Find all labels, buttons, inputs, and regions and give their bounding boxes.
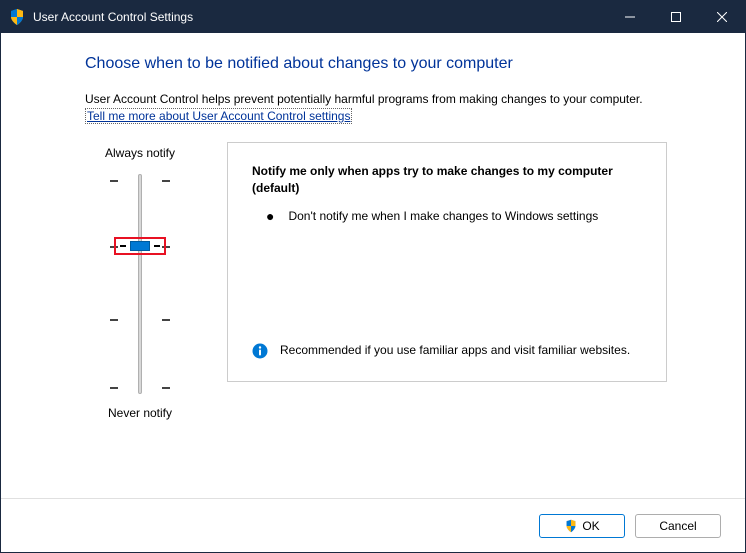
shield-icon [564, 519, 578, 533]
slider-track [138, 174, 142, 394]
page-heading: Choose when to be notified about changes… [85, 55, 705, 73]
uac-settings-window: User Account Control Settings Choose whe… [0, 0, 746, 553]
close-button[interactable] [699, 1, 745, 33]
footer: OK Cancel [1, 498, 745, 552]
content-area: Choose when to be notified about changes… [1, 33, 745, 498]
slider-label-always: Always notify [105, 146, 175, 160]
description-text: User Account Control helps prevent poten… [85, 91, 705, 108]
highlight-annotation [114, 237, 166, 255]
ok-button[interactable]: OK [539, 514, 625, 538]
slider-column: Always notify Never notify [85, 142, 195, 428]
slider-thumb-container [114, 237, 166, 255]
panel-bullet-row: ● Don't notify me when I make changes to… [252, 208, 642, 225]
slider-label-never: Never notify [108, 406, 172, 420]
recommendation-row: Recommended if you use familiar apps and… [252, 342, 642, 367]
slider-tick [110, 319, 170, 321]
description-block: User Account Control helps prevent poten… [85, 91, 705, 124]
titlebar: User Account Control Settings [1, 1, 745, 33]
slider-tick [110, 387, 170, 389]
ok-button-label: OK [582, 519, 599, 533]
window-title: User Account Control Settings [33, 10, 607, 24]
panel-bullet-text: Don't notify me when I make changes to W… [288, 208, 642, 225]
shield-icon [9, 9, 25, 25]
minimize-button[interactable] [607, 1, 653, 33]
learn-more-link[interactable]: Tell me more about User Account Control … [85, 108, 352, 124]
thumb-tick-right [154, 245, 160, 247]
recommendation-text: Recommended if you use familiar apps and… [280, 342, 630, 359]
bullet-icon: ● [266, 209, 274, 225]
cancel-button-label: Cancel [659, 519, 696, 533]
notification-slider[interactable] [110, 174, 170, 394]
panel-title: Notify me only when apps try to make cha… [252, 163, 642, 197]
main-area: Always notify Never notify [85, 142, 705, 428]
maximize-button[interactable] [653, 1, 699, 33]
info-icon [252, 343, 268, 359]
notification-detail-panel: Notify me only when apps try to make cha… [227, 142, 667, 382]
slider-tick [110, 180, 170, 182]
slider-thumb[interactable] [130, 241, 150, 251]
cancel-button[interactable]: Cancel [635, 514, 721, 538]
thumb-tick-left [120, 245, 126, 247]
window-controls [607, 1, 745, 33]
